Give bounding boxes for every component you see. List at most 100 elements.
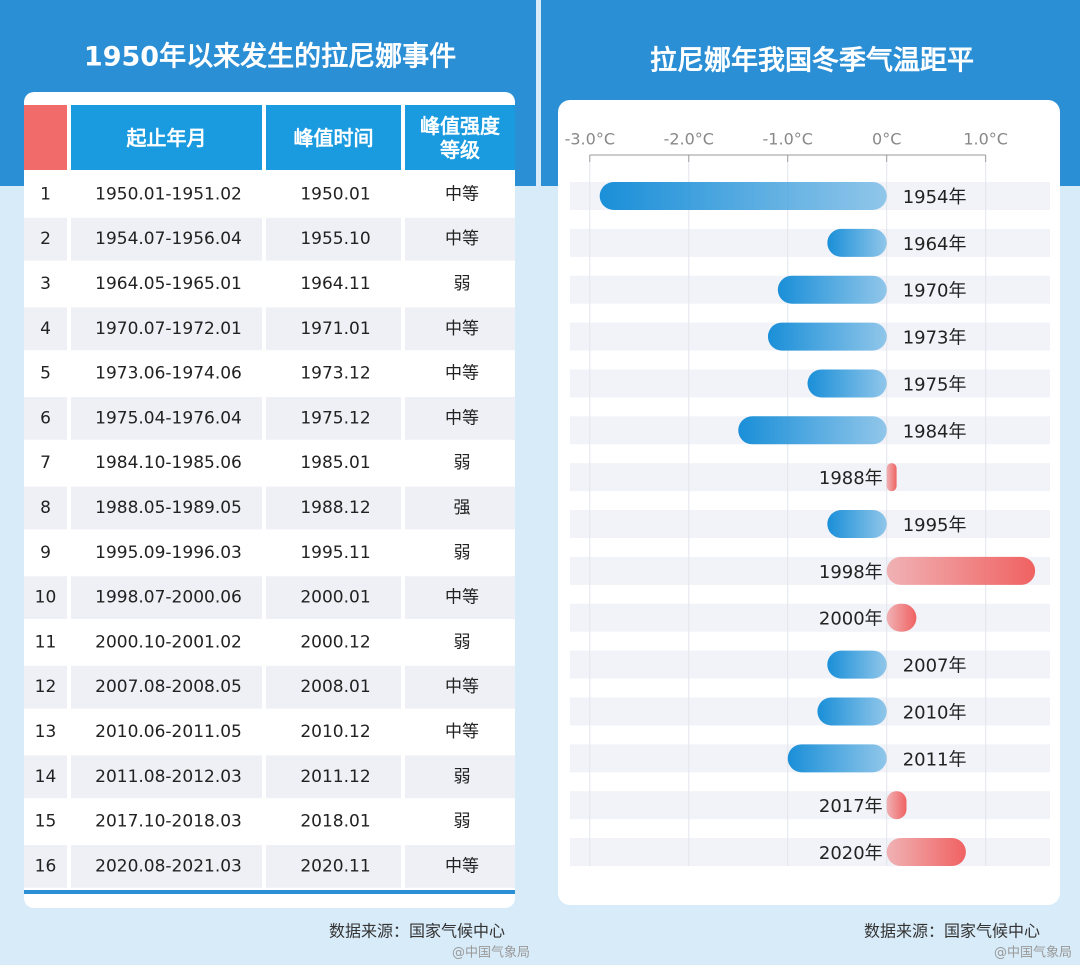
- row-cell-bg: [71, 755, 262, 799]
- bar: [817, 697, 887, 726]
- row-stripe: [570, 603, 1050, 632]
- bar-label: 1970年: [903, 281, 967, 302]
- x-tick-label: -2.0°C: [664, 130, 714, 149]
- bar-label: 2010年: [903, 702, 967, 723]
- table-cell: 2008.01: [300, 677, 370, 697]
- table-cell: 1971.01: [300, 319, 370, 339]
- watermark: @中国气象局: [994, 945, 1072, 961]
- table-cell: 8: [40, 498, 51, 518]
- row-stripe: [570, 697, 1050, 726]
- table-cell: 2011.08-2012.03: [95, 767, 242, 787]
- table-cell: 中等: [445, 408, 479, 428]
- table-cell: 2011.12: [300, 767, 370, 787]
- table-cell: 2010.06-2011.05: [95, 722, 242, 742]
- table-cell: 中等: [445, 722, 479, 742]
- x-tick-label: 0°C: [872, 130, 901, 149]
- column-header: 起止年月: [126, 125, 207, 150]
- row-cell-bg: [24, 486, 67, 530]
- row-cell-bg: [266, 486, 401, 530]
- header-box: 起止年月: [126, 125, 207, 150]
- table-source: 数据来源：国家气候中心: [329, 922, 505, 941]
- table-cell: 6: [40, 408, 51, 428]
- table-cell: 7: [40, 453, 51, 473]
- bar-label: 2007年: [903, 656, 967, 677]
- table-cell: 1970.07-1972.01: [95, 319, 242, 339]
- table-cell: 弱: [454, 274, 471, 294]
- table-cell: 1954.07-1956.04: [95, 229, 242, 249]
- table-cell: 1995.09-1996.03: [95, 543, 242, 563]
- table-cell: 1995.11: [300, 543, 370, 563]
- chart-source: 数据来源：国家气候中心: [864, 922, 1040, 941]
- bar: [886, 603, 917, 632]
- row-cell-bg: [405, 217, 515, 261]
- row-cell-bg: [24, 665, 67, 709]
- bar: [886, 838, 966, 867]
- bar: [777, 275, 887, 304]
- row-stripe: [570, 228, 1050, 257]
- table-cell: 1973.06-1974.06: [95, 364, 242, 384]
- row-stripe: [570, 791, 1050, 820]
- table-cell: 12: [35, 677, 57, 697]
- table-cell: 中等: [445, 319, 479, 339]
- header-corner: [24, 105, 67, 170]
- table-cell: 2020.11: [300, 856, 370, 876]
- x-tick-label: -3.0°C: [565, 130, 615, 149]
- table-bottom-rule: [24, 890, 515, 894]
- row-stripe: [570, 838, 1050, 867]
- table-cell: 中等: [445, 364, 479, 384]
- row-cell-bg: [266, 576, 401, 619]
- table-cell: 弱: [454, 632, 471, 652]
- row-cell-bg: [405, 486, 515, 530]
- table-cell: 1: [40, 184, 51, 204]
- x-tick-label: -1.0°C: [763, 130, 813, 149]
- row-cell-bg: [71, 217, 262, 261]
- table-cell: 中等: [445, 184, 479, 204]
- table-cell: 弱: [454, 767, 471, 787]
- table-cell: 2010.12: [300, 722, 370, 742]
- bar-label: 1975年: [903, 374, 967, 395]
- table-title: 1950年以来发生的拉尼娜事件: [84, 41, 456, 73]
- row-cell-bg: [24, 307, 67, 351]
- table-cell: 9: [40, 543, 51, 563]
- table-cell: 1988.05-1989.05: [95, 498, 242, 518]
- bar: [886, 463, 897, 492]
- header-cell: [71, 105, 262, 170]
- table-cell: 2018.01: [300, 812, 370, 832]
- bar-label: 1984年: [903, 421, 967, 442]
- bar-label: 2017年: [819, 796, 883, 817]
- row-cell-bg: [71, 665, 262, 709]
- table-cell: 弱: [454, 543, 471, 563]
- bar: [599, 182, 887, 210]
- row-cell-bg: [266, 755, 401, 799]
- table-cell: 2007.08-2008.05: [95, 677, 242, 697]
- header-box: 峰值强度等级: [420, 114, 500, 162]
- table-cell: 1975.04-1976.04: [95, 408, 242, 428]
- chart-title: 拉尼娜年我国冬季气温距平: [650, 45, 974, 77]
- table-cell: 1973.12: [300, 364, 370, 384]
- row-cell-bg: [71, 307, 262, 351]
- table-cell: 2000.10-2001.02: [95, 632, 242, 652]
- bar: [807, 369, 887, 398]
- table-cell: 11: [35, 632, 57, 652]
- column-header: 峰值时间: [293, 125, 374, 150]
- table-cell: 5: [40, 364, 51, 384]
- table-cell: 1984.10-1985.06: [95, 453, 242, 473]
- table-cell: 16: [35, 856, 57, 876]
- bar-label: 1973年: [903, 328, 967, 349]
- bar-label: 1998年: [819, 562, 883, 583]
- bar: [767, 322, 887, 351]
- header-cell: [405, 105, 515, 170]
- table-cell: 中等: [445, 229, 479, 249]
- table-cell: 2000.01: [300, 588, 370, 608]
- table-cell: 2000.12: [300, 632, 370, 652]
- row-cell-bg: [24, 845, 67, 888]
- table-cell: 中等: [445, 677, 479, 697]
- bar: [886, 556, 1036, 585]
- table-cell: 1964.05-1965.01: [95, 274, 242, 294]
- row-cell-bg: [24, 755, 67, 799]
- table-cell: 1985.01: [300, 453, 370, 473]
- row-cell-bg: [405, 576, 515, 619]
- row-stripe: [570, 463, 1050, 492]
- table-cell: 1950.01: [300, 184, 370, 204]
- row-cell-bg: [71, 845, 262, 888]
